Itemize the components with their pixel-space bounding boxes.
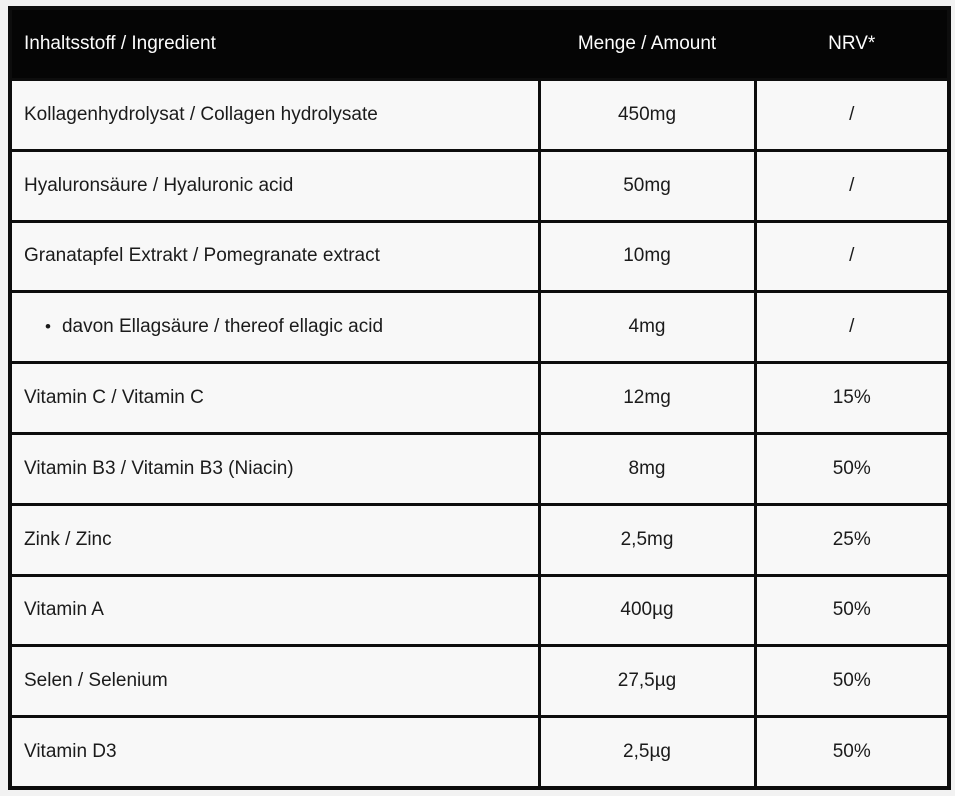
ingredient-amount: 10mg bbox=[537, 219, 757, 294]
ingredient-nrv: / bbox=[753, 219, 951, 294]
ingredient-amount: 2,5µg bbox=[537, 715, 757, 790]
table-row: Granatapfel Extrakt / Pomegranate extrac… bbox=[8, 219, 951, 294]
ingredient-amount: 8mg bbox=[537, 431, 757, 506]
ingredient-table: Inhaltsstoff / Ingredient Menge / Amount… bbox=[8, 6, 951, 790]
table-row: Kollagenhydrolysat / Collagen hydrolysat… bbox=[8, 78, 951, 152]
ingredient-amount: 12mg bbox=[537, 361, 757, 435]
bullet-icon: • bbox=[45, 317, 51, 337]
table-row: Vitamin A 400µg 50% bbox=[8, 573, 951, 648]
ingredient-name: Vitamin D3 bbox=[8, 715, 541, 790]
ingredient-name: Zink / Zinc bbox=[8, 502, 541, 577]
table-row: Vitamin B3 / Vitamin B3 (Niacin) 8mg 50% bbox=[8, 431, 951, 506]
ingredient-amount: 4mg bbox=[537, 290, 757, 365]
ingredient-name: davon Ellagsäure / thereof ellagic acid bbox=[61, 316, 384, 338]
ingredient-name: Granatapfel Extrakt / Pomegranate extrac… bbox=[8, 219, 541, 294]
ingredient-nrv: 50% bbox=[753, 644, 951, 719]
ingredient-name-sub: • davon Ellagsäure / thereof ellagic acid bbox=[8, 290, 541, 365]
table-row: Vitamin D3 2,5µg 50% bbox=[8, 715, 951, 790]
ingredient-nrv: 50% bbox=[753, 715, 951, 790]
ingredient-amount: 50mg bbox=[537, 148, 757, 223]
ingredient-amount: 27,5µg bbox=[537, 644, 757, 719]
table-row: Hyaluronsäure / Hyaluronic acid 50mg / bbox=[8, 148, 951, 223]
col-header-amount: Menge / Amount bbox=[537, 6, 757, 81]
ingredient-amount: 450mg bbox=[537, 78, 757, 152]
table-row: Zink / Zinc 2,5mg 25% bbox=[8, 502, 951, 577]
ingredient-nrv: 25% bbox=[753, 502, 951, 577]
table-header-row: Inhaltsstoff / Ingredient Menge / Amount… bbox=[8, 6, 951, 81]
ingredient-nrv: / bbox=[753, 148, 951, 223]
ingredient-name: Hyaluronsäure / Hyaluronic acid bbox=[8, 148, 541, 223]
ingredient-name: Vitamin B3 / Vitamin B3 (Niacin) bbox=[8, 431, 541, 506]
ingredient-amount: 2,5mg bbox=[537, 502, 757, 577]
col-header-nrv: NRV* bbox=[753, 6, 951, 81]
col-header-ingredient: Inhaltsstoff / Ingredient bbox=[8, 6, 541, 81]
ingredient-nrv: 15% bbox=[753, 361, 951, 435]
ingredient-nrv: / bbox=[753, 78, 951, 152]
ingredient-name: Vitamin C / Vitamin C bbox=[8, 361, 541, 435]
ingredient-name: Vitamin A bbox=[8, 573, 541, 648]
ingredient-nrv: / bbox=[753, 290, 951, 365]
ingredient-nrv: 50% bbox=[753, 431, 951, 506]
table-row: Selen / Selenium 27,5µg 50% bbox=[8, 644, 951, 719]
ingredient-name: Kollagenhydrolysat / Collagen hydrolysat… bbox=[8, 78, 541, 152]
table-row: • davon Ellagsäure / thereof ellagic acid… bbox=[8, 290, 951, 365]
ingredient-name: Selen / Selenium bbox=[8, 644, 541, 719]
ingredient-nrv: 50% bbox=[753, 573, 951, 648]
table-row: Vitamin C / Vitamin C 12mg 15% bbox=[8, 361, 951, 435]
ingredient-amount: 400µg bbox=[537, 573, 757, 648]
